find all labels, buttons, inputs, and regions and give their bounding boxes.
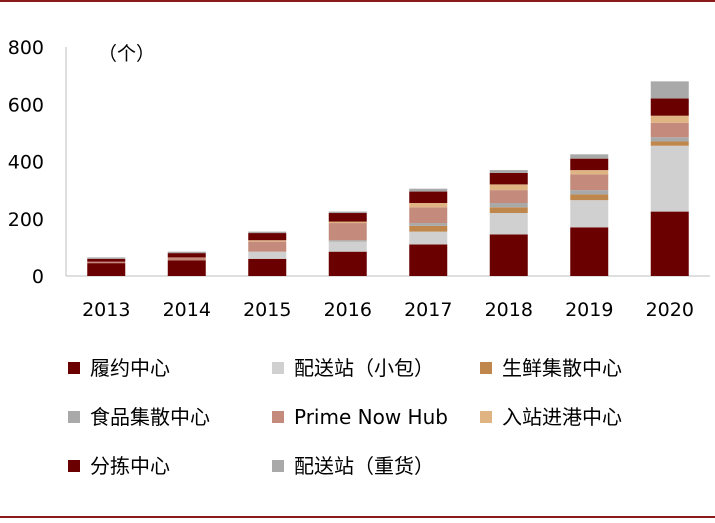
top-rule	[0, 0, 715, 2]
bottom-rule	[0, 516, 715, 518]
bar-segment	[328, 213, 367, 222]
bar-segment	[650, 211, 689, 276]
bar-segment	[489, 170, 528, 173]
bar-segment	[650, 81, 689, 99]
x-tick-label: 2018	[485, 299, 533, 321]
bar-segment	[489, 234, 528, 276]
y-tick-label: 400	[8, 152, 44, 174]
bar-segment	[650, 98, 689, 116]
bar-segment	[489, 203, 528, 208]
bar-segment	[409, 231, 448, 245]
bar-segment	[167, 253, 206, 258]
bar-segment	[409, 191, 448, 204]
legend-label: 入站进港中心	[502, 405, 622, 429]
bar-segment	[409, 244, 448, 276]
bar-segment	[570, 194, 609, 201]
bar-segment	[328, 240, 367, 242]
bar-segment	[650, 115, 689, 123]
bar-segment	[650, 122, 689, 138]
bar-segment	[570, 200, 609, 228]
y-tick-label: 200	[8, 209, 44, 231]
x-tick-label: 2019	[565, 299, 613, 321]
legend-label: 配送站（重货）	[294, 454, 434, 478]
bar-segment	[409, 225, 448, 232]
bar-segment	[489, 213, 528, 235]
y-tick-label: 0	[32, 266, 44, 288]
legend-swatch	[68, 411, 80, 423]
bar-segment	[650, 137, 689, 142]
bar-segment	[409, 188, 448, 192]
bar-segment	[167, 257, 206, 261]
x-tick-label: 2017	[404, 299, 452, 321]
bar-segment	[328, 241, 367, 252]
bar-segment	[248, 233, 287, 241]
bar-segment	[570, 174, 609, 191]
x-tick-label: 2015	[243, 299, 291, 321]
bar-segment	[87, 261, 126, 264]
bar-segment	[409, 223, 448, 226]
legend-label: 履约中心	[90, 356, 170, 380]
bar-segment	[409, 203, 448, 208]
bar-segment	[328, 251, 367, 276]
bar-segment	[248, 251, 287, 259]
x-tick-label: 2016	[324, 299, 372, 321]
legend-swatch	[68, 362, 80, 374]
x-tick-label: 2014	[163, 299, 211, 321]
x-tick-label: 2020	[646, 299, 694, 321]
legend-swatch	[272, 362, 284, 374]
legend-swatch	[480, 362, 492, 374]
legend-label: Prime Now Hub	[294, 405, 448, 429]
bar-segment	[409, 207, 448, 224]
bar-segment	[570, 190, 609, 195]
bar-segment	[328, 211, 367, 214]
bar-segment	[570, 158, 609, 171]
y-tick-label: 600	[8, 94, 44, 116]
bar-segment	[248, 241, 287, 252]
legend-label: 分拣中心	[90, 454, 170, 478]
legend-label: 生鲜集散中心	[502, 356, 622, 380]
bar-segment	[328, 221, 367, 224]
legend-swatch	[480, 411, 492, 423]
bar-segment	[489, 207, 528, 214]
bar-segment	[248, 258, 287, 276]
bar-segment	[248, 240, 287, 242]
bar-segment	[87, 257, 126, 259]
bar-segment	[167, 260, 206, 276]
legend-swatch	[272, 460, 284, 472]
bar-segment	[489, 184, 528, 191]
bar-segment	[328, 223, 367, 241]
bar-segment	[570, 170, 609, 175]
y-tick-label: 800	[8, 37, 44, 59]
bar-segment	[570, 227, 609, 276]
legend-swatch	[68, 460, 80, 472]
bar-segment	[650, 141, 689, 146]
unit-label: （个）	[98, 43, 155, 65]
bar-segment	[248, 231, 287, 234]
legend-swatch	[272, 411, 284, 423]
legend-label: 食品集散中心	[90, 405, 210, 429]
bar-segment	[87, 258, 126, 262]
bar-segment	[87, 263, 126, 276]
bar-segment	[570, 154, 609, 159]
bar-segment	[489, 172, 528, 185]
bar-segment	[650, 145, 689, 212]
bar-segment	[489, 190, 528, 204]
x-tick-label: 2013	[82, 299, 130, 321]
legend-label: 配送站（小包）	[294, 356, 434, 380]
bar-segment	[167, 251, 206, 254]
